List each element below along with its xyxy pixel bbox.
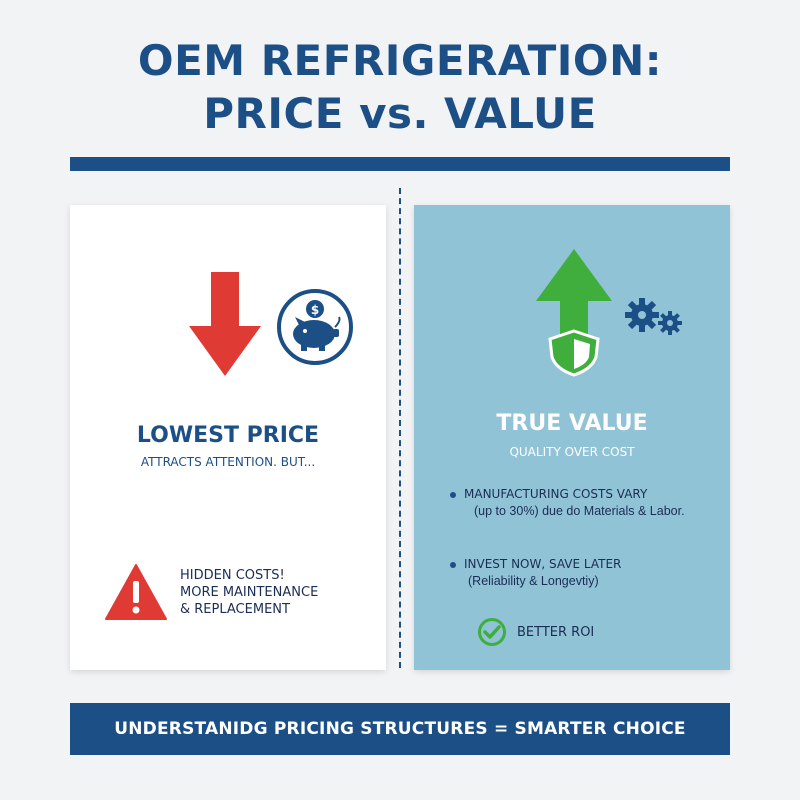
warning-line-1: HIDDEN COSTS! <box>180 568 285 583</box>
title-line-1: OEM REFRIGERATION: <box>137 36 663 85</box>
true-value-panel: TRUE VALUE QUALITY OVER COST MANUFACTURI… <box>414 205 730 670</box>
bullet-detail-2: (Reliability & Longevtiy) <box>468 574 599 588</box>
footer-text: UNDERSTANIDG PRICING STRUCTURES = SMARTE… <box>114 719 686 739</box>
arrow-up-shield-icon <box>536 249 612 377</box>
warning-icon <box>105 564 167 620</box>
true-value-heading: TRUE VALUE <box>496 411 648 436</box>
bullet-dot-2 <box>450 562 456 568</box>
bullet-item-1: MANUFACTURING COSTS VARY (up to 30%) due… <box>464 486 724 520</box>
lowest-price-panel: $ LOWEST PRICE ATTRACTS ATTENTION. BUT..… <box>70 205 386 670</box>
svg-text:$: $ <box>311 303 319 317</box>
bullet-dot-1 <box>450 492 456 498</box>
bullet-detail-1: (up to 30%) due do Materials & Labor. <box>474 504 685 518</box>
checkmark-circle-icon <box>478 618 506 646</box>
lowest-price-heading: LOWEST PRICE <box>136 423 320 448</box>
bullet-title-1: MANUFACTURING COSTS VARY <box>464 487 648 501</box>
lowest-price-subheading: ATTRACTS ATTENTION. BUT... <box>140 455 316 469</box>
true-value-subheading: QUALITY OVER COST <box>509 445 635 459</box>
page-title: OEM REFRIGERATION: PRICE vs. VALUE <box>0 34 800 140</box>
hidden-costs-text: HIDDEN COSTS! MORE MAINTENANCE & REPLACE… <box>180 567 380 618</box>
arrow-down-icon <box>189 272 261 376</box>
gears-icon <box>625 298 682 335</box>
title-line-2: PRICE vs. VALUE <box>203 89 597 138</box>
footer-banner: UNDERSTANIDG PRICING STRUCTURES = SMARTE… <box>70 703 730 755</box>
better-roi-label: BETTER ROI <box>517 625 595 640</box>
title-divider-bar <box>70 157 730 171</box>
bullet-item-2: INVEST NOW, SAVE LATER (Reliability & Lo… <box>464 556 724 590</box>
bullet-title-2: INVEST NOW, SAVE LATER <box>464 557 622 571</box>
warning-line-2: MORE MAINTENANCE <box>180 585 319 600</box>
warning-line-3: & REPLACEMENT <box>180 602 290 617</box>
center-dashed-divider <box>399 188 401 668</box>
piggy-bank-icon: $ <box>277 289 353 365</box>
